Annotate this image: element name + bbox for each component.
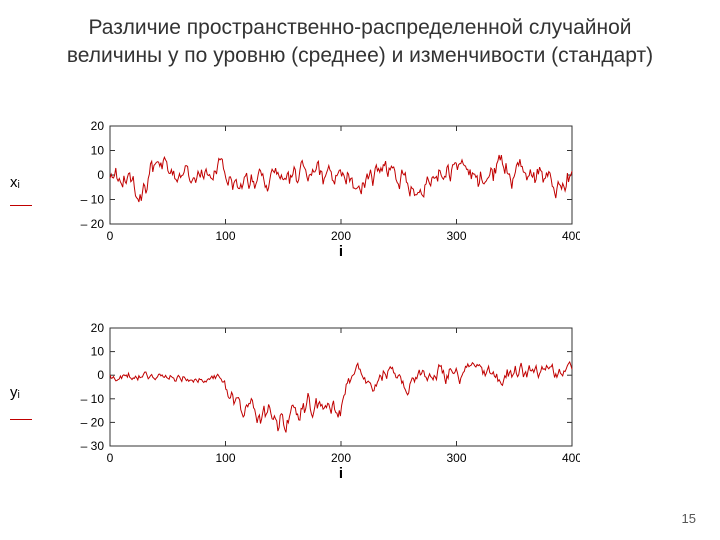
svg-text:i: i <box>339 243 343 258</box>
svg-text:0: 0 <box>107 451 114 465</box>
svg-text:100: 100 <box>215 229 235 243</box>
svg-text:– 20: – 20 <box>81 217 105 231</box>
chart-top: – 20– 10010200100200300400i <box>60 118 580 258</box>
svg-text:100: 100 <box>215 451 235 465</box>
chart-bottom-ylabel: yᵢ <box>10 384 20 401</box>
svg-text:20: 20 <box>91 321 105 335</box>
chart-bottom: – 30– 20– 10010200100200300400i <box>60 320 580 480</box>
chart-top-ylabel: xᵢ <box>10 174 20 191</box>
svg-text:– 20: – 20 <box>81 415 105 429</box>
page-number: 15 <box>682 511 696 526</box>
svg-text:400: 400 <box>562 229 580 243</box>
svg-text:300: 300 <box>446 229 466 243</box>
svg-text:0: 0 <box>97 368 104 382</box>
chart-top-wrap: xᵢ – 20– 10010200100200300400i <box>60 118 580 258</box>
svg-text:– 10: – 10 <box>81 193 105 207</box>
svg-text:0: 0 <box>97 168 104 182</box>
svg-text:300: 300 <box>446 451 466 465</box>
svg-text:10: 10 <box>91 144 105 158</box>
svg-text:0: 0 <box>107 229 114 243</box>
svg-text:– 10: – 10 <box>81 392 105 406</box>
svg-text:200: 200 <box>331 229 351 243</box>
svg-text:20: 20 <box>91 119 105 133</box>
chart-bottom-ylabel-line <box>10 419 32 421</box>
svg-text:10: 10 <box>91 345 105 359</box>
chart-top-ylabel-line <box>10 205 32 207</box>
svg-text:400: 400 <box>562 451 580 465</box>
svg-text:200: 200 <box>331 451 351 465</box>
slide-title: Различие пространственно-распределенной … <box>60 14 660 71</box>
svg-text:i: i <box>339 465 343 480</box>
svg-text:– 30: – 30 <box>81 439 105 453</box>
chart-bottom-wrap: yᵢ – 30– 20– 10010200100200300400i <box>60 320 580 480</box>
